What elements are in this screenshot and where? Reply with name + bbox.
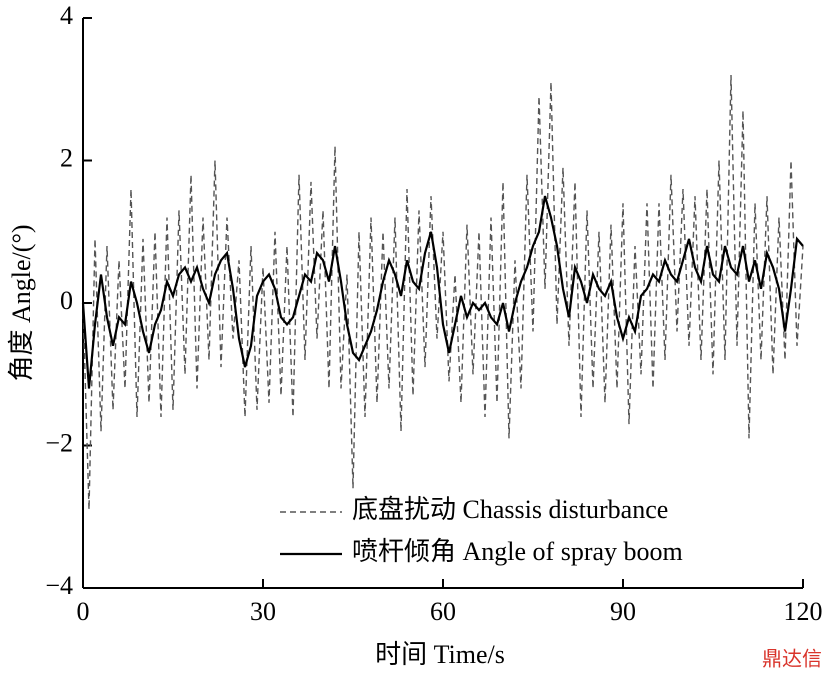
x-tick-label: 30 xyxy=(250,597,276,626)
x-tick-label: 60 xyxy=(430,597,456,626)
watermark: 鼎达信 xyxy=(762,647,822,671)
y-tick-label: −4 xyxy=(45,571,73,600)
series-line xyxy=(82,74,804,510)
y-tick-label: −2 xyxy=(45,428,73,457)
series-line xyxy=(81,195,804,389)
y-axis-label: 角度 Angle/(°) xyxy=(7,225,36,382)
x-axis-label: 时间 Time/s xyxy=(375,640,505,669)
legend-label: 喷杆倾角 Angle of spray boom xyxy=(352,537,683,566)
x-tick-label: 120 xyxy=(784,597,823,626)
x-tick-label: 0 xyxy=(77,597,90,626)
y-tick-label: 0 xyxy=(60,286,73,315)
y-tick-label: 4 xyxy=(60,1,73,30)
y-tick-label: 2 xyxy=(60,143,73,172)
x-tick-label: 90 xyxy=(610,597,636,626)
legend-label: 底盘扰动 Chassis disturbance xyxy=(352,495,668,524)
